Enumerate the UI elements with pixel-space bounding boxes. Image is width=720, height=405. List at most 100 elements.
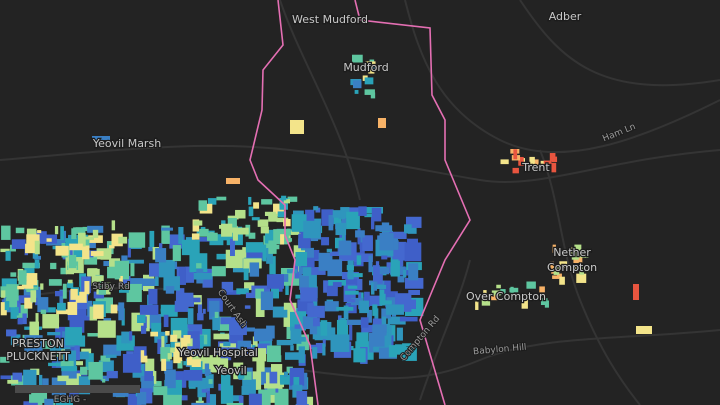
building bbox=[374, 308, 379, 325]
building bbox=[188, 377, 207, 388]
building bbox=[367, 309, 372, 323]
building bbox=[55, 356, 62, 368]
building bbox=[268, 240, 277, 254]
building bbox=[236, 288, 249, 295]
building bbox=[157, 339, 163, 355]
building bbox=[57, 375, 69, 382]
place-label: Adber bbox=[549, 10, 582, 23]
building bbox=[289, 367, 305, 386]
building bbox=[180, 337, 188, 349]
building bbox=[283, 218, 291, 227]
building bbox=[118, 270, 129, 276]
building bbox=[183, 369, 203, 381]
building bbox=[44, 398, 54, 405]
boundary bbox=[249, 0, 471, 405]
building bbox=[295, 251, 308, 267]
building bbox=[30, 290, 37, 303]
building bbox=[272, 306, 288, 318]
building bbox=[266, 247, 273, 264]
building bbox=[280, 234, 285, 245]
building bbox=[174, 342, 181, 355]
building bbox=[335, 222, 347, 236]
building bbox=[338, 240, 352, 256]
building bbox=[384, 280, 391, 294]
building bbox=[178, 267, 186, 285]
building bbox=[16, 295, 21, 314]
building bbox=[50, 262, 57, 270]
building bbox=[512, 167, 519, 174]
road bbox=[299, 329, 720, 380]
building bbox=[144, 363, 154, 381]
building bbox=[24, 263, 35, 279]
building bbox=[191, 359, 201, 367]
building bbox=[87, 268, 100, 276]
building bbox=[5, 250, 11, 261]
building bbox=[326, 248, 332, 253]
building bbox=[249, 262, 260, 277]
building bbox=[260, 291, 274, 311]
building bbox=[4, 301, 10, 311]
building bbox=[10, 334, 21, 346]
building bbox=[390, 259, 400, 277]
building bbox=[67, 279, 73, 284]
road-label: Stiby Rd bbox=[92, 282, 130, 292]
building bbox=[244, 282, 255, 291]
building bbox=[54, 226, 59, 235]
building bbox=[379, 233, 394, 251]
building bbox=[376, 284, 387, 289]
building bbox=[373, 283, 378, 291]
building bbox=[121, 276, 131, 286]
building bbox=[169, 347, 177, 354]
building bbox=[281, 195, 287, 201]
building bbox=[354, 253, 373, 263]
place-label: Compton bbox=[547, 261, 597, 274]
building bbox=[57, 302, 66, 311]
building bbox=[574, 244, 582, 255]
building bbox=[202, 308, 206, 314]
building bbox=[5, 298, 18, 308]
building bbox=[56, 309, 69, 315]
building bbox=[378, 347, 397, 359]
building bbox=[49, 344, 62, 357]
building bbox=[241, 385, 251, 395]
building bbox=[153, 386, 168, 396]
building bbox=[163, 394, 182, 405]
building bbox=[380, 291, 398, 303]
building bbox=[102, 378, 106, 383]
building bbox=[322, 333, 326, 347]
building bbox=[571, 265, 579, 271]
building bbox=[243, 261, 249, 281]
building bbox=[244, 305, 251, 309]
building bbox=[112, 391, 129, 397]
building bbox=[404, 242, 422, 262]
building bbox=[235, 209, 246, 219]
building bbox=[38, 374, 43, 393]
building bbox=[80, 366, 88, 375]
building bbox=[10, 300, 17, 319]
building bbox=[189, 253, 208, 273]
building bbox=[496, 284, 501, 289]
building bbox=[389, 231, 407, 240]
building bbox=[100, 254, 112, 260]
building bbox=[75, 227, 84, 233]
building bbox=[82, 245, 90, 260]
place-label: Over Compton bbox=[466, 290, 546, 303]
building bbox=[161, 358, 167, 371]
building bbox=[362, 235, 373, 252]
building bbox=[269, 371, 278, 387]
building bbox=[330, 334, 350, 352]
building bbox=[65, 394, 75, 398]
building bbox=[6, 284, 19, 301]
building bbox=[248, 393, 262, 405]
building bbox=[18, 270, 27, 285]
building bbox=[15, 307, 19, 316]
building bbox=[371, 282, 375, 295]
building bbox=[381, 255, 388, 260]
building bbox=[364, 89, 375, 95]
building bbox=[161, 225, 170, 244]
building bbox=[251, 217, 260, 221]
building bbox=[302, 316, 313, 330]
building bbox=[0, 356, 10, 363]
scale-bar bbox=[15, 385, 140, 393]
building bbox=[286, 366, 293, 374]
